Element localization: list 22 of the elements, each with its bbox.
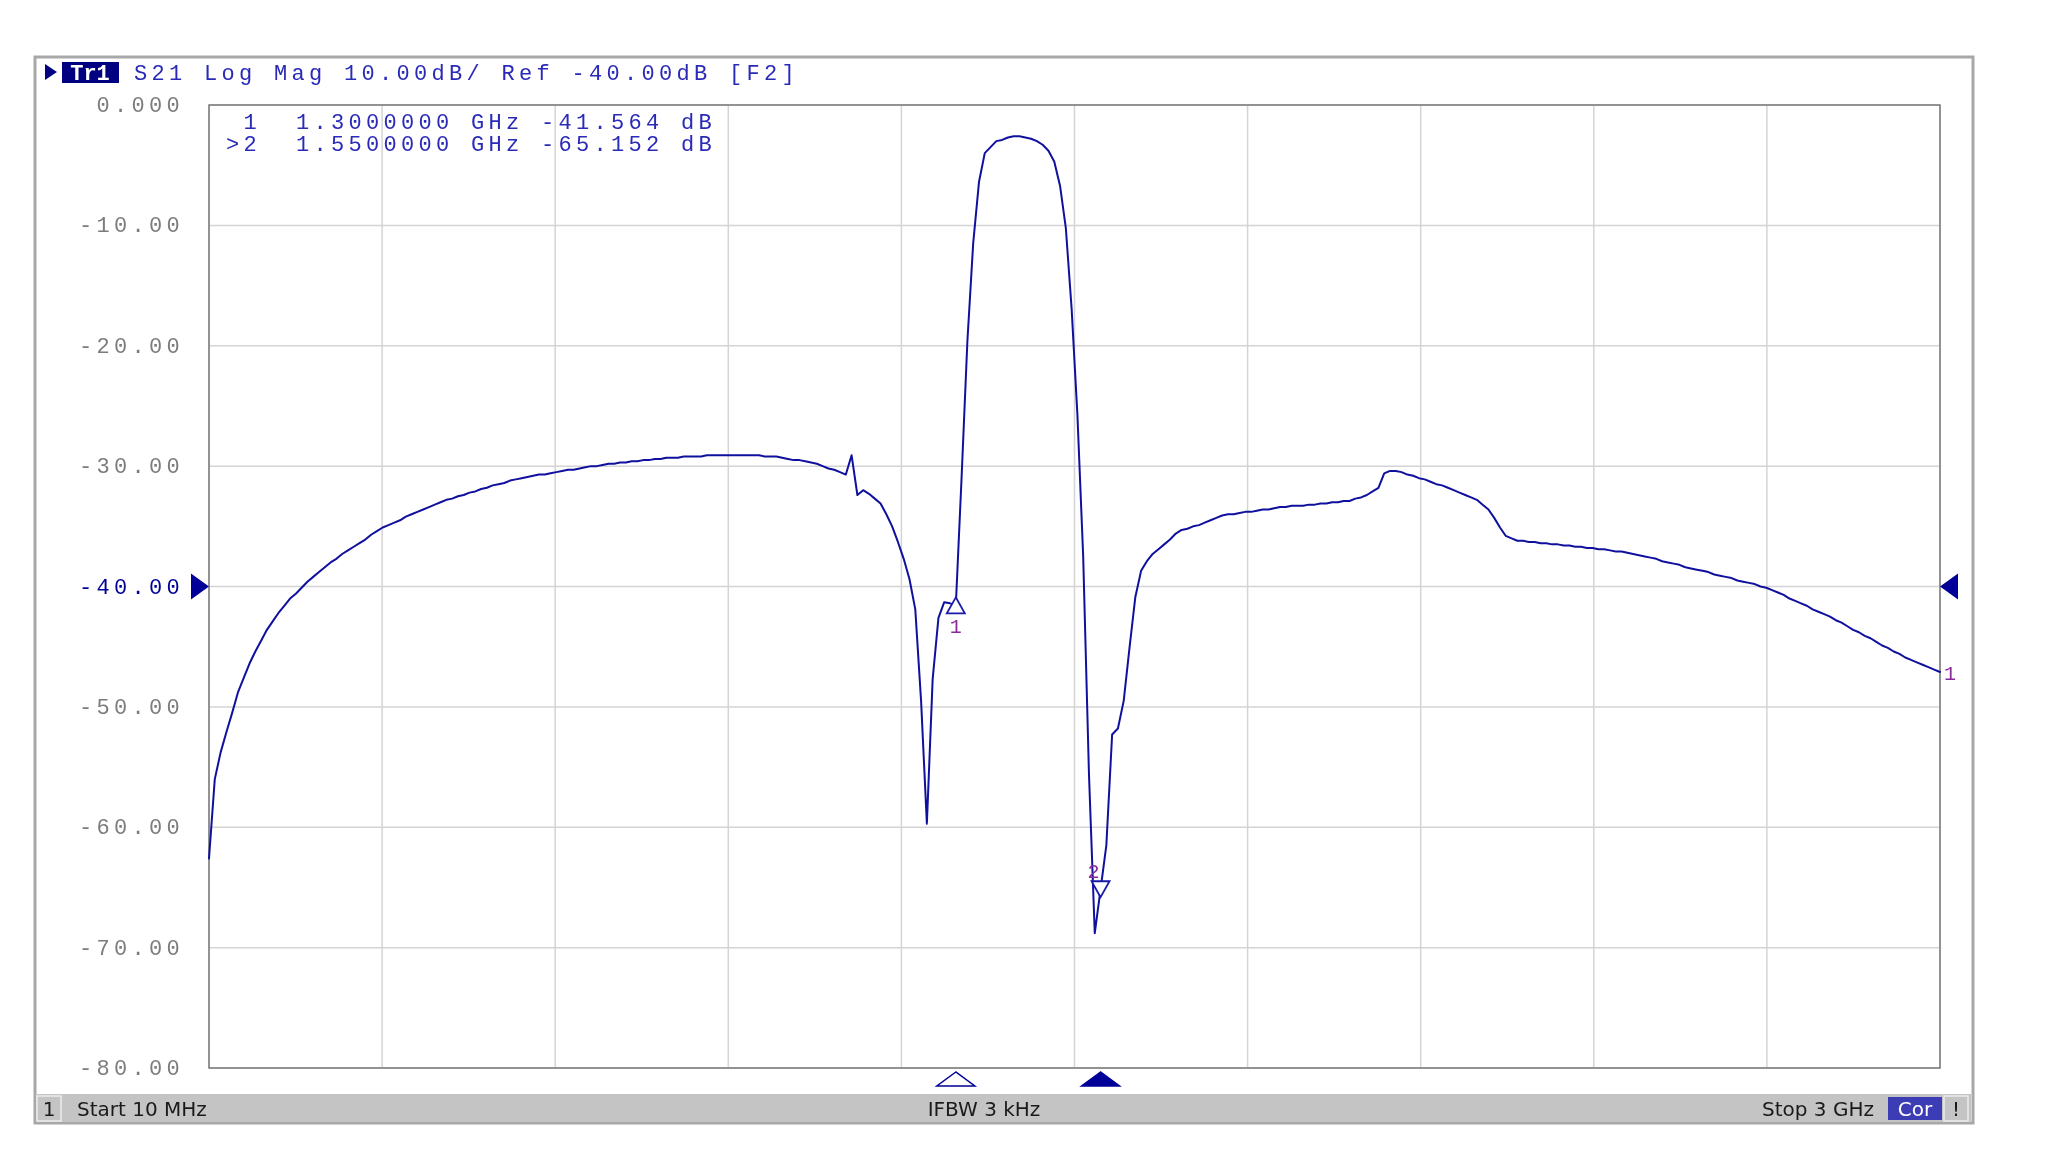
- text: IFBW 3 kHz: [927, 1097, 1041, 1121]
- chart-subtitle: S21 Log Mag 10.00dB/ Ref -40.00dB [F2]: [134, 62, 800, 87]
- annotation: 1 1.3000000 GHz -41.564 dB: [243, 111, 716, 136]
- chart-title: Tr1: [70, 62, 110, 87]
- text: Start 10 MHz: [77, 1097, 207, 1121]
- y-tick-label: 0.000: [96, 94, 184, 119]
- y-tick-label: -20.00: [78, 334, 184, 360]
- text: Cor: [1897, 1097, 1933, 1121]
- text: 1: [42, 1097, 56, 1121]
- y-tick-label: -50.00: [78, 695, 184, 721]
- text: !: [1951, 1097, 1961, 1121]
- annotation: >2 1.5500000 GHz -65.152 dB: [225, 133, 716, 158]
- y-tick-label: -30.00: [78, 455, 184, 481]
- line-series: [208, 135, 1941, 935]
- y-tick-label: -40.00: [78, 575, 184, 601]
- y-tick-label: -60.00: [78, 816, 184, 842]
- y-tick-label: -80.00: [78, 1057, 184, 1082]
- y-tick-label: -70.00: [78, 936, 184, 962]
- text: Stop 3 GHz: [1762, 1097, 1874, 1121]
- annotation: 1: [949, 616, 962, 640]
- text: 1: [1944, 662, 1957, 686]
- y-tick-label: -10.00: [78, 214, 184, 240]
